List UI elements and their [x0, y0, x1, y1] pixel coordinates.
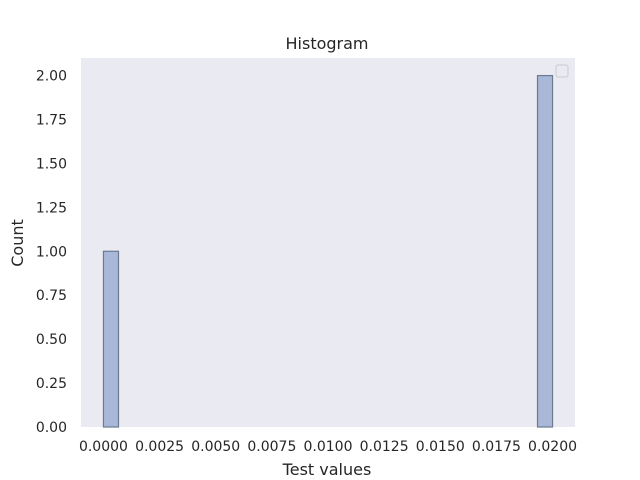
y-tick-label: 1.25: [36, 200, 67, 216]
x-tick-label: 0.0175: [472, 439, 521, 455]
y-tick-label: 2.00: [36, 69, 67, 85]
x-axis-label: Test values: [282, 460, 372, 479]
chart-title: Histogram: [286, 34, 369, 53]
x-tick-label: 0.0100: [304, 439, 353, 455]
y-tick-label: 1.00: [36, 244, 67, 260]
y-axis-label: Count: [8, 219, 27, 267]
y-tick-label: 0.50: [36, 332, 67, 348]
y-tick-label: 1.75: [36, 113, 67, 129]
histogram-bar-0: [102, 250, 120, 428]
x-tick-label: 0.0025: [135, 439, 184, 455]
histogram-bar-1: [536, 74, 554, 428]
y-tick-label: 0.00: [36, 420, 67, 436]
y-tick-label: 0.25: [36, 376, 67, 392]
x-tick-label: 0.0200: [528, 439, 577, 455]
y-tick-label: 0.75: [36, 288, 67, 304]
x-tick-label: 0.0150: [416, 439, 465, 455]
x-tick-label: 0.0075: [247, 439, 296, 455]
y-tick-label: 1.50: [36, 156, 67, 172]
x-tick-labels: 0.0000 0.0025 0.0050 0.0075 0.0100 0.0125 0.01…: [79, 439, 577, 455]
y-tick-labels: 0.00 0.25 0.50 0.75 1.00 1.25 1.50 1.75 2.00: [36, 69, 67, 436]
bars-layer: [102, 74, 554, 428]
x-tick-label: 0.0000: [79, 439, 128, 455]
x-tick-label: 0.0050: [191, 439, 240, 455]
legend-box: [555, 64, 569, 78]
plot-area: [81, 58, 575, 427]
x-tick-label: 0.0125: [360, 439, 409, 455]
